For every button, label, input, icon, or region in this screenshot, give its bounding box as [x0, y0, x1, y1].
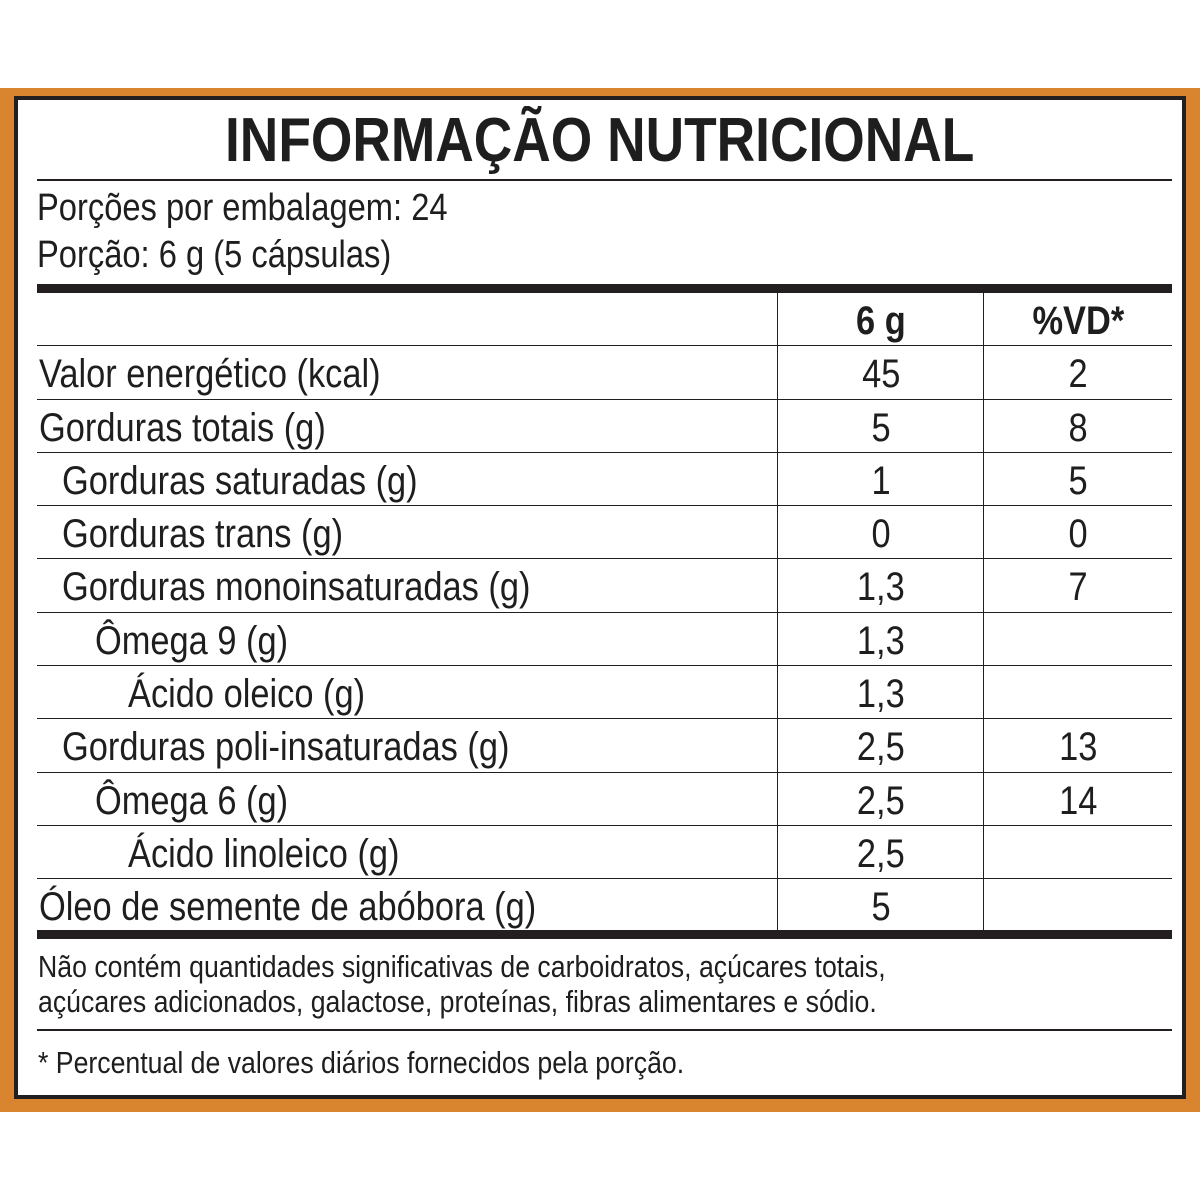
- thick-divider: [37, 284, 1172, 293]
- nutrient-dv: [983, 825, 1173, 879]
- nutrient-label-text: Gorduras monoinsaturadas (g): [62, 565, 531, 610]
- table-row: Gorduras saturadas (g) 1 5: [37, 452, 1173, 507]
- table-row: Valor energético (kcal) 45 2: [37, 346, 1173, 400]
- nutrient-label: Gorduras poli-insaturadas (g): [37, 721, 802, 773]
- nutrition-table: 6 g %VD* Valor energético (kcal) 45 2 Gordu…: [37, 293, 1172, 933]
- table-row: Gorduras trans (g) 0 0: [37, 506, 1173, 560]
- note-line: Não contém quantidades significativas de…: [38, 950, 1024, 984]
- label-border: [0, 88, 1200, 1112]
- nutrient-amount-text: 1,3: [857, 672, 905, 717]
- nutrient-amount-text: 2,5: [857, 778, 905, 823]
- nutrient-amount: 5: [777, 399, 984, 452]
- nutrient-dv-text: 2: [1068, 352, 1089, 397]
- nutrient-label: Ômega 6 (g): [37, 775, 835, 827]
- nutrient-label-text: Ômega 6 (g): [95, 778, 289, 823]
- nutrient-amount: 1: [777, 452, 984, 506]
- nutrient-amount-text: 45: [861, 352, 901, 397]
- nutrient-label: Óleo de semente de abóbora (g): [37, 881, 779, 933]
- nutrient-dv-text: 14: [1059, 778, 1098, 823]
- table-row: Ácido linoleico (g) 2,5: [37, 825, 1173, 880]
- nutrient-amount-text: 1,3: [857, 618, 905, 663]
- header-amount: 6 g: [777, 293, 984, 346]
- divider: [37, 179, 1172, 181]
- nutrient-label: Ômega 9 (g): [37, 615, 835, 667]
- footnote: * Percentual de valores diários fornecid…: [38, 1046, 789, 1080]
- nutrient-label: Gorduras monoinsaturadas (g): [37, 561, 802, 613]
- nutrient-amount-text: 1: [871, 458, 891, 503]
- header-amount-text: 6 g: [856, 299, 906, 343]
- thick-divider-bottom: [37, 930, 1172, 939]
- nutrient-dv-text: 7: [1068, 565, 1089, 610]
- nutrient-amount: 2,5: [777, 772, 984, 825]
- table-row: Ômega 9 (g) 1,3: [37, 612, 1173, 667]
- header-dv-text: %VD*: [1032, 299, 1125, 343]
- table-header: 6 g %VD*: [37, 293, 1173, 347]
- table-row: Ômega 6 (g) 2,5 14: [37, 772, 1173, 827]
- nutrient-dv: 0: [983, 506, 1173, 559]
- nutrient-dv: [983, 879, 1173, 933]
- servings-per-package: Porções por embalagem: 24: [37, 188, 514, 228]
- nutrient-amount: 2,5: [777, 719, 984, 772]
- table-row: Gorduras monoinsaturadas (g) 1,3 7: [37, 559, 1173, 613]
- nutrient-label-text: Gorduras totais (g): [39, 405, 326, 450]
- nutrient-dv: 7: [983, 559, 1173, 612]
- nutrient-dv: 5: [983, 452, 1173, 506]
- note-text: Não contém quantidades significativas de…: [38, 949, 886, 984]
- nutrient-amount: 0: [777, 506, 984, 559]
- divider: [37, 1029, 1172, 1031]
- nutrient-amount-text: 2,5: [857, 831, 905, 876]
- nutrient-amount-text: 0: [871, 512, 891, 557]
- nutrient-dv: 2: [983, 346, 1173, 399]
- nutrient-amount-text: 2,5: [857, 725, 905, 770]
- nutrient-amount: 2,5: [777, 825, 984, 879]
- title-text: INFORMAÇÃO NUTRICIONAL: [225, 106, 975, 175]
- serving-size-text: Porção: 6 g (5 cápsulas): [37, 234, 392, 276]
- nutrient-amount: 5: [777, 879, 984, 933]
- nutrient-dv: [983, 612, 1173, 666]
- nutrient-label: Ácido oleico (g): [37, 668, 868, 720]
- nutrient-label: Gorduras totais (g): [37, 402, 779, 454]
- nutrient-amount-text: 5: [871, 885, 891, 930]
- nutrient-amount-text: 5: [871, 405, 891, 450]
- table-row: Gorduras poli-insaturadas (g) 2,5 13: [37, 719, 1173, 773]
- header-dv: %VD*: [983, 293, 1173, 346]
- nutrient-amount: 1,3: [777, 559, 984, 612]
- nutrient-dv: 8: [983, 399, 1173, 452]
- table-row: Ácido oleico (g) 1,3: [37, 666, 1173, 720]
- note-text: açúcares adicionados, galactose, proteín…: [38, 984, 877, 1019]
- nutrient-amount-text: 1,3: [857, 565, 905, 610]
- table-row: Gorduras totais (g) 5 8: [37, 399, 1173, 454]
- nutrient-label-text: Óleo de semente de abóbora (g): [39, 885, 537, 930]
- nutrient-label-text: Ácido linoleico (g): [128, 831, 400, 876]
- nutrient-label-text: Gorduras trans (g): [62, 512, 344, 557]
- label-title: INFORMAÇÃO NUTRICIONAL: [0, 108, 1200, 174]
- nutrient-label: Gorduras trans (g): [37, 508, 802, 560]
- serving-size: Porção: 6 g (5 cápsulas): [37, 235, 449, 275]
- table-row: Óleo de semente de abóbora (g) 5: [37, 879, 1173, 933]
- nutrient-amount: 1,3: [777, 666, 984, 719]
- nutrient-label-text: Gorduras poli-insaturadas (g): [62, 725, 510, 770]
- nutrient-label-text: Gorduras saturadas (g): [62, 458, 418, 503]
- nutrient-dv-text: 5: [1068, 458, 1089, 503]
- servings-text: Porções por embalagem: 24: [37, 187, 448, 229]
- nutrient-dv-text: 8: [1068, 405, 1089, 450]
- nutrient-label: Valor energético (kcal): [37, 348, 779, 400]
- nutrient-dv: 14: [983, 772, 1173, 825]
- nutrient-dv: [983, 666, 1173, 719]
- nutrient-dv: 13: [983, 719, 1173, 772]
- nutrient-label-text: Ômega 9 (g): [95, 618, 289, 663]
- footnote-text: * Percentual de valores diários fornecid…: [38, 1045, 685, 1080]
- nutrient-label: Ácido linoleico (g): [37, 828, 868, 880]
- nutrient-dv-text: 13: [1059, 725, 1098, 770]
- note-line: açúcares adicionados, galactose, proteín…: [38, 985, 1013, 1019]
- nutrient-label-text: Ácido oleico (g): [128, 672, 366, 717]
- nutrient-label-text: Valor energético (kcal): [39, 352, 381, 397]
- nutrient-amount: 1,3: [777, 612, 984, 666]
- nutrient-label: Gorduras saturadas (g): [37, 455, 802, 507]
- nutrient-dv-text: 0: [1068, 512, 1089, 557]
- nutrient-amount: 45: [777, 346, 984, 399]
